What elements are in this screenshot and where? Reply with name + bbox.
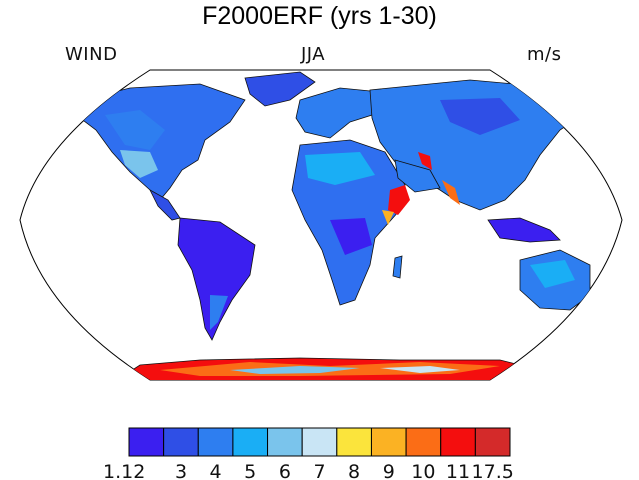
colorbar-swatch [267,427,303,457]
colorbar-tick-label: 8 [348,461,360,480]
colorbar-swatch [163,427,199,457]
colorbar-swatch [370,427,407,457]
south-america [177,217,256,341]
colorbar-swatch [440,427,476,457]
world-map [19,69,623,381]
colorbar: 1.12 3 4 5 6 7 8 9 10 11 17.5 [103,427,514,480]
colorbar-tick-label: 9 [383,461,395,480]
colorbar-tick-label: 17.5 [472,461,514,480]
colorbar-tick-label: 6 [279,461,291,480]
colorbar-swatch [336,427,372,457]
colorbar-tick-label: 4 [210,461,222,480]
colorbar-swatch [301,427,338,457]
colorbar-swatch [405,427,442,457]
colorbar-tick-label: 5 [244,461,256,480]
map-title: F2000ERF (yrs 1-30) [202,2,437,30]
colorbar-tick-label: 3 [175,461,187,480]
variable-label: WIND [65,44,118,65]
colorbar-tick-label: 11 [446,461,470,480]
units-label: m/s [527,44,562,65]
europe [295,87,381,139]
colorbar-swatch [232,427,269,457]
colorbar-swatch [197,427,234,457]
colorbar-tick-label: 10 [411,461,435,480]
colorbar-swatch [128,427,165,457]
season-label: JJA [301,44,326,65]
colorbar-tick-label: 1.12 [103,461,145,480]
colorbar-tick-label: 7 [313,461,325,480]
greenland [244,71,316,107]
colorbar-swatch [474,427,511,457]
